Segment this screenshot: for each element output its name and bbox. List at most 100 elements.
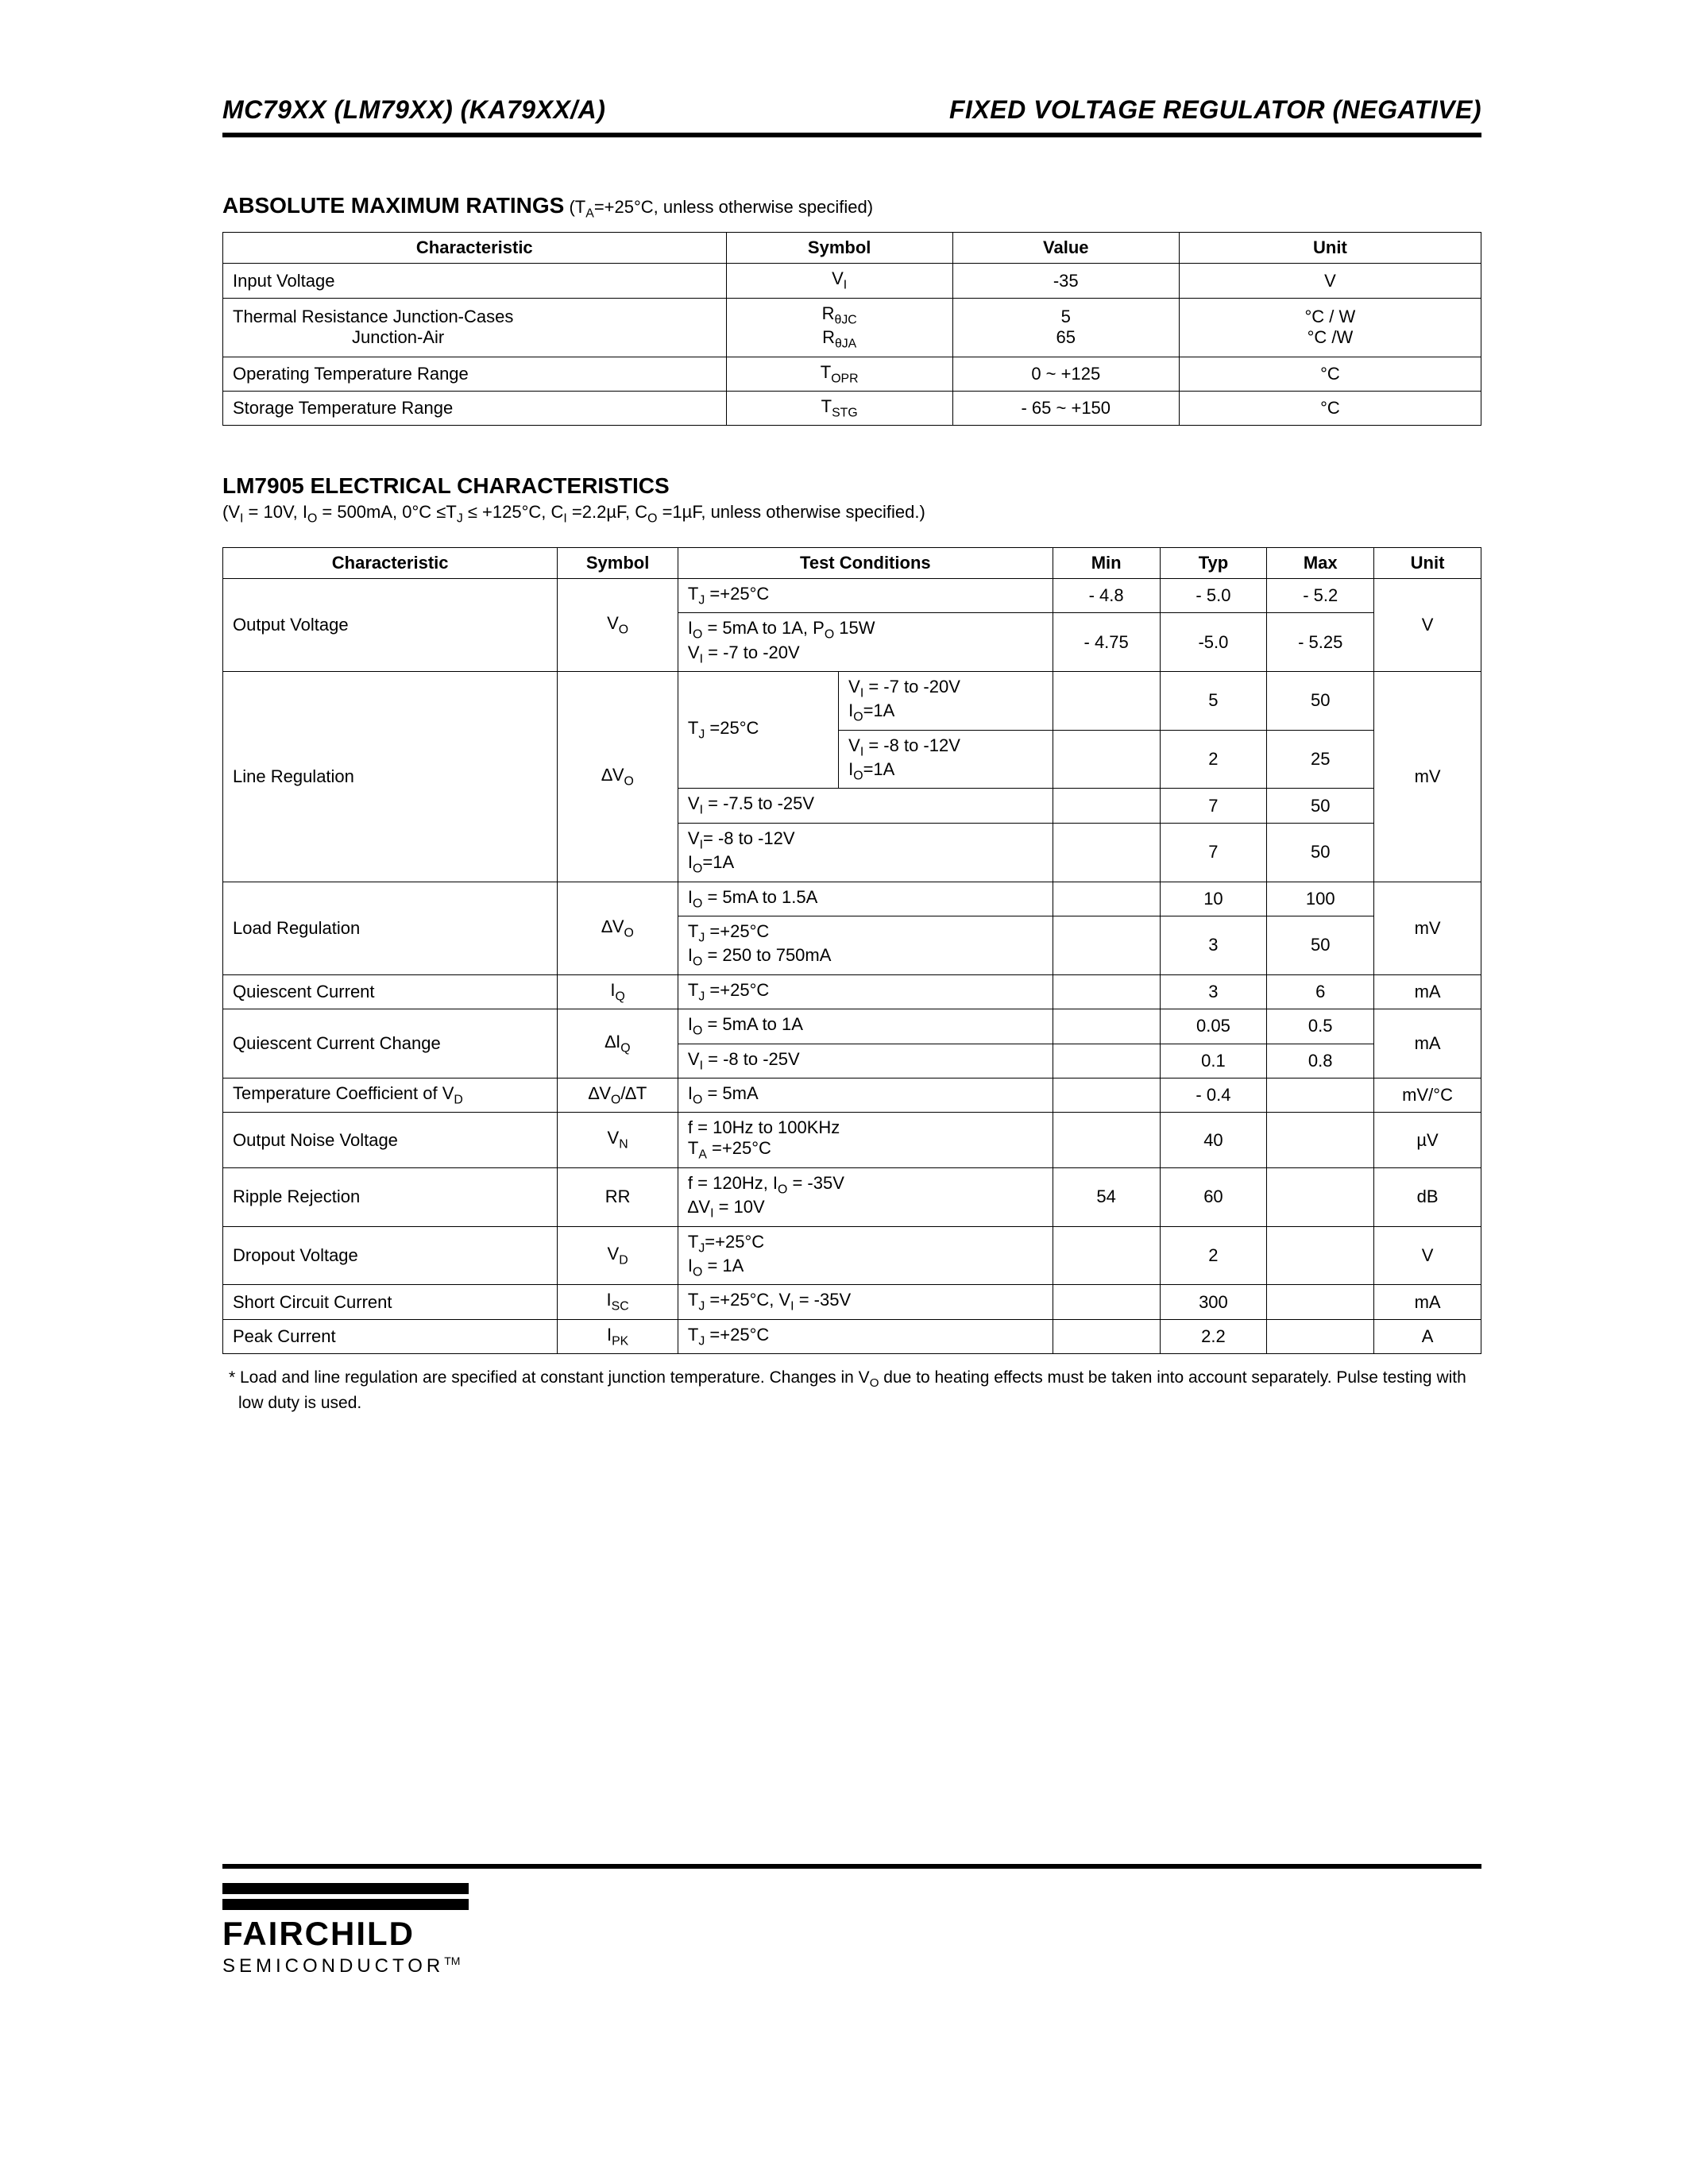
cell: mA	[1374, 974, 1481, 1009]
cell: 0.05	[1160, 1009, 1267, 1044]
cell: ∆VO/∆T	[558, 1078, 678, 1112]
cell-line2: °C /W	[1308, 327, 1354, 347]
header-right: FIXED VOLTAGE REGULATOR (NEGATIVE)	[949, 95, 1481, 125]
cell: RR	[558, 1167, 678, 1226]
cell	[1053, 1285, 1160, 1319]
cell: IQ	[558, 974, 678, 1009]
cell: 40	[1160, 1113, 1267, 1167]
cell-line1: Thermal Resistance Junction-Cases	[233, 307, 513, 326]
brand-bar	[222, 1899, 469, 1910]
cell: Input Voltage	[223, 264, 727, 298]
cell: 6	[1267, 974, 1374, 1009]
cell: Quiescent Current Change	[223, 1009, 558, 1078]
cell	[1267, 1226, 1374, 1285]
cell-line2: Junction-Air	[233, 327, 444, 347]
cell	[1053, 1113, 1160, 1167]
cell	[1053, 1319, 1160, 1353]
cell: mV	[1374, 882, 1481, 974]
footnote: * Load and line regulation are specified…	[222, 1367, 1481, 1414]
cell: TJ =25°C	[678, 671, 838, 789]
datasheet-page: MC79XX (LM79XX) (KA79XX/A) FIXED VOLTAGE…	[0, 0, 1688, 2184]
cell	[1053, 789, 1160, 823]
elec-conditions: (VI = 10V, IO = 500mA, 0°C ≤TJ ≤ +125°C,…	[222, 502, 1481, 526]
table-row: Output Voltage VO TJ =+25°C - 4.8 - 5.0 …	[223, 578, 1481, 612]
table-row: Quiescent Current IQ TJ =+25°C 3 6 mA	[223, 974, 1481, 1009]
col-test-conditions: Test Conditions	[678, 547, 1053, 578]
cell: - 5.2	[1267, 578, 1374, 612]
header-rule	[222, 133, 1481, 137]
cell: IO = 5mA to 1A, PO 15WVI = -7 to -20V	[678, 613, 1053, 672]
cell: Output Noise Voltage	[223, 1113, 558, 1167]
cell: 5	[1160, 671, 1267, 730]
cell	[1053, 823, 1160, 882]
cell: 50	[1267, 671, 1374, 730]
cell: 7	[1160, 823, 1267, 882]
cell: TJ =+25°C	[678, 578, 1053, 612]
cell: dB	[1374, 1167, 1481, 1226]
cell	[1053, 1226, 1160, 1285]
cell: TJ=+25°CIO = 1A	[678, 1226, 1053, 1285]
brand-logo	[222, 1883, 469, 1910]
cell: - 0.4	[1160, 1078, 1267, 1112]
cell: 2	[1160, 730, 1267, 789]
cell: ISC	[558, 1285, 678, 1319]
cell: 54	[1053, 1167, 1160, 1226]
col-unit: Unit	[1179, 233, 1481, 264]
col-symbol: Symbol	[558, 547, 678, 578]
cell: VI = -7 to -20VIO=1A	[839, 671, 1053, 730]
cell: VI = -7.5 to -25V	[678, 789, 1053, 823]
cell: Short Circuit Current	[223, 1285, 558, 1319]
page-header: MC79XX (LM79XX) (KA79XX/A) FIXED VOLTAGE…	[222, 95, 1481, 125]
cell: Storage Temperature Range	[223, 391, 727, 425]
table-row: Output Noise Voltage VN f = 10Hz to 100K…	[223, 1113, 1481, 1167]
cell-line1: °C / W	[1305, 307, 1356, 326]
col-max: Max	[1267, 547, 1374, 578]
cell	[1053, 1009, 1160, 1044]
table-row: Line Regulation ∆VO TJ =25°C VI = -7 to …	[223, 671, 1481, 730]
cell	[1053, 671, 1160, 730]
table-row: Quiescent Current Change ∆IQ IO = 5mA to…	[223, 1009, 1481, 1044]
cell: ∆IQ	[558, 1009, 678, 1078]
cell: 0.1	[1160, 1044, 1267, 1078]
cell: Load Regulation	[223, 882, 558, 974]
cell: TSTG	[726, 391, 952, 425]
cell	[1267, 1113, 1374, 1167]
cell: VN	[558, 1113, 678, 1167]
cell: 50	[1267, 916, 1374, 975]
cell: IPK	[558, 1319, 678, 1353]
table-row: Ripple Rejection RR f = 120Hz, IO = -35V…	[223, 1167, 1481, 1226]
cell: 3	[1160, 974, 1267, 1009]
cell: IO = 5mA to 1.5A	[678, 882, 1053, 916]
cell	[1053, 916, 1160, 975]
table-row: Dropout Voltage VD TJ=+25°CIO = 1A 2 V	[223, 1226, 1481, 1285]
table-row: Storage Temperature Range TSTG - 65 ~ +1…	[223, 391, 1481, 425]
table-row: Temperature Coefficient of VD ∆VO/∆T IO …	[223, 1078, 1481, 1112]
cell: Ripple Rejection	[223, 1167, 558, 1226]
cell	[1267, 1285, 1374, 1319]
page-footer: FAIRCHILD SEMICONDUCTORTM	[222, 1864, 1481, 1978]
table-header-row: Characteristic Symbol Test Conditions Mi…	[223, 547, 1481, 578]
cell: A	[1374, 1319, 1481, 1353]
cell: 7	[1160, 789, 1267, 823]
table-row: Short Circuit Current ISC TJ =+25°C, VI …	[223, 1285, 1481, 1319]
cell: V	[1374, 1226, 1481, 1285]
cell: mA	[1374, 1285, 1481, 1319]
cell: VD	[558, 1226, 678, 1285]
col-min: Min	[1053, 547, 1160, 578]
cell: - 5.25	[1267, 613, 1374, 672]
cell: °C	[1179, 357, 1481, 391]
elec-table: Characteristic Symbol Test Conditions Mi…	[222, 547, 1481, 1354]
cell: 5 65	[952, 298, 1179, 357]
cell	[1267, 1078, 1374, 1112]
col-value: Value	[952, 233, 1179, 264]
cell	[1053, 882, 1160, 916]
col-unit: Unit	[1374, 547, 1481, 578]
cell: TJ =+25°CIO = 250 to 750mA	[678, 916, 1053, 975]
cell: 100	[1267, 882, 1374, 916]
cell: TOPR	[726, 357, 952, 391]
cell: 3	[1160, 916, 1267, 975]
cell: 0 ~ +125	[952, 357, 1179, 391]
cell: Operating Temperature Range	[223, 357, 727, 391]
cell	[1053, 974, 1160, 1009]
cell: IO = 5mA to 1A	[678, 1009, 1053, 1044]
